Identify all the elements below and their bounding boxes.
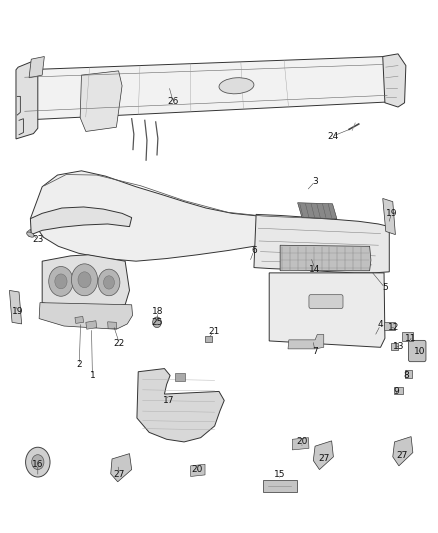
- Circle shape: [49, 266, 73, 296]
- Polygon shape: [108, 322, 117, 329]
- Text: 19: 19: [12, 307, 24, 316]
- Text: 20: 20: [296, 438, 307, 447]
- Text: 27: 27: [397, 451, 408, 460]
- Polygon shape: [383, 54, 406, 107]
- Circle shape: [103, 276, 114, 289]
- Polygon shape: [292, 438, 309, 450]
- Text: 10: 10: [414, 347, 426, 356]
- Polygon shape: [191, 464, 205, 477]
- Text: 18: 18: [152, 307, 164, 316]
- Bar: [405, 369, 413, 378]
- Polygon shape: [137, 368, 224, 442]
- Polygon shape: [280, 245, 371, 271]
- Polygon shape: [30, 171, 332, 261]
- FancyBboxPatch shape: [309, 295, 343, 309]
- Text: 13: 13: [393, 342, 405, 351]
- Polygon shape: [10, 290, 21, 324]
- Text: 20: 20: [191, 465, 203, 474]
- Text: 25: 25: [151, 318, 162, 327]
- Text: 8: 8: [404, 371, 410, 380]
- Text: 26: 26: [167, 97, 179, 106]
- Circle shape: [98, 269, 120, 296]
- Polygon shape: [29, 56, 44, 78]
- Text: 21: 21: [208, 327, 219, 336]
- Text: 27: 27: [114, 471, 125, 479]
- Bar: [384, 322, 396, 330]
- Text: 23: 23: [32, 236, 43, 245]
- Polygon shape: [75, 317, 84, 324]
- Polygon shape: [297, 203, 337, 219]
- Bar: [392, 343, 399, 351]
- Text: 3: 3: [312, 177, 318, 186]
- Text: 17: 17: [163, 396, 174, 405]
- Text: 1: 1: [89, 371, 95, 380]
- Circle shape: [32, 455, 44, 470]
- Text: 11: 11: [405, 334, 417, 343]
- FancyBboxPatch shape: [409, 341, 426, 362]
- Polygon shape: [263, 480, 297, 492]
- Text: 12: 12: [388, 323, 399, 332]
- Text: 9: 9: [393, 387, 399, 396]
- Polygon shape: [30, 207, 132, 235]
- Ellipse shape: [219, 78, 254, 94]
- Polygon shape: [16, 59, 38, 139]
- Polygon shape: [45, 257, 127, 306]
- Bar: [403, 333, 413, 341]
- Text: 24: 24: [327, 132, 338, 141]
- Text: 5: 5: [382, 283, 388, 292]
- Polygon shape: [86, 321, 97, 329]
- Circle shape: [152, 317, 161, 328]
- Text: 7: 7: [312, 347, 318, 356]
- Bar: [175, 373, 185, 381]
- Polygon shape: [111, 454, 132, 482]
- Polygon shape: [254, 214, 389, 273]
- Polygon shape: [42, 255, 130, 310]
- Polygon shape: [288, 335, 324, 349]
- Text: 2: 2: [77, 360, 82, 369]
- Polygon shape: [80, 71, 122, 132]
- Text: 14: 14: [309, 265, 321, 273]
- Text: 19: 19: [386, 209, 397, 218]
- Text: 4: 4: [378, 320, 383, 329]
- Text: 15: 15: [274, 471, 286, 479]
- Polygon shape: [393, 437, 413, 466]
- Bar: [205, 336, 212, 342]
- Circle shape: [78, 272, 91, 288]
- Polygon shape: [269, 273, 385, 348]
- Ellipse shape: [27, 232, 34, 237]
- Polygon shape: [18, 56, 394, 120]
- Bar: [394, 386, 403, 394]
- Text: 16: 16: [32, 460, 43, 469]
- Circle shape: [71, 264, 98, 296]
- Circle shape: [55, 274, 67, 289]
- Polygon shape: [383, 198, 396, 235]
- Circle shape: [25, 447, 50, 477]
- Polygon shape: [313, 441, 333, 470]
- Text: 27: 27: [318, 455, 329, 463]
- Text: 6: 6: [251, 246, 257, 255]
- Text: 22: 22: [114, 339, 125, 348]
- Polygon shape: [39, 303, 133, 329]
- Polygon shape: [27, 229, 32, 237]
